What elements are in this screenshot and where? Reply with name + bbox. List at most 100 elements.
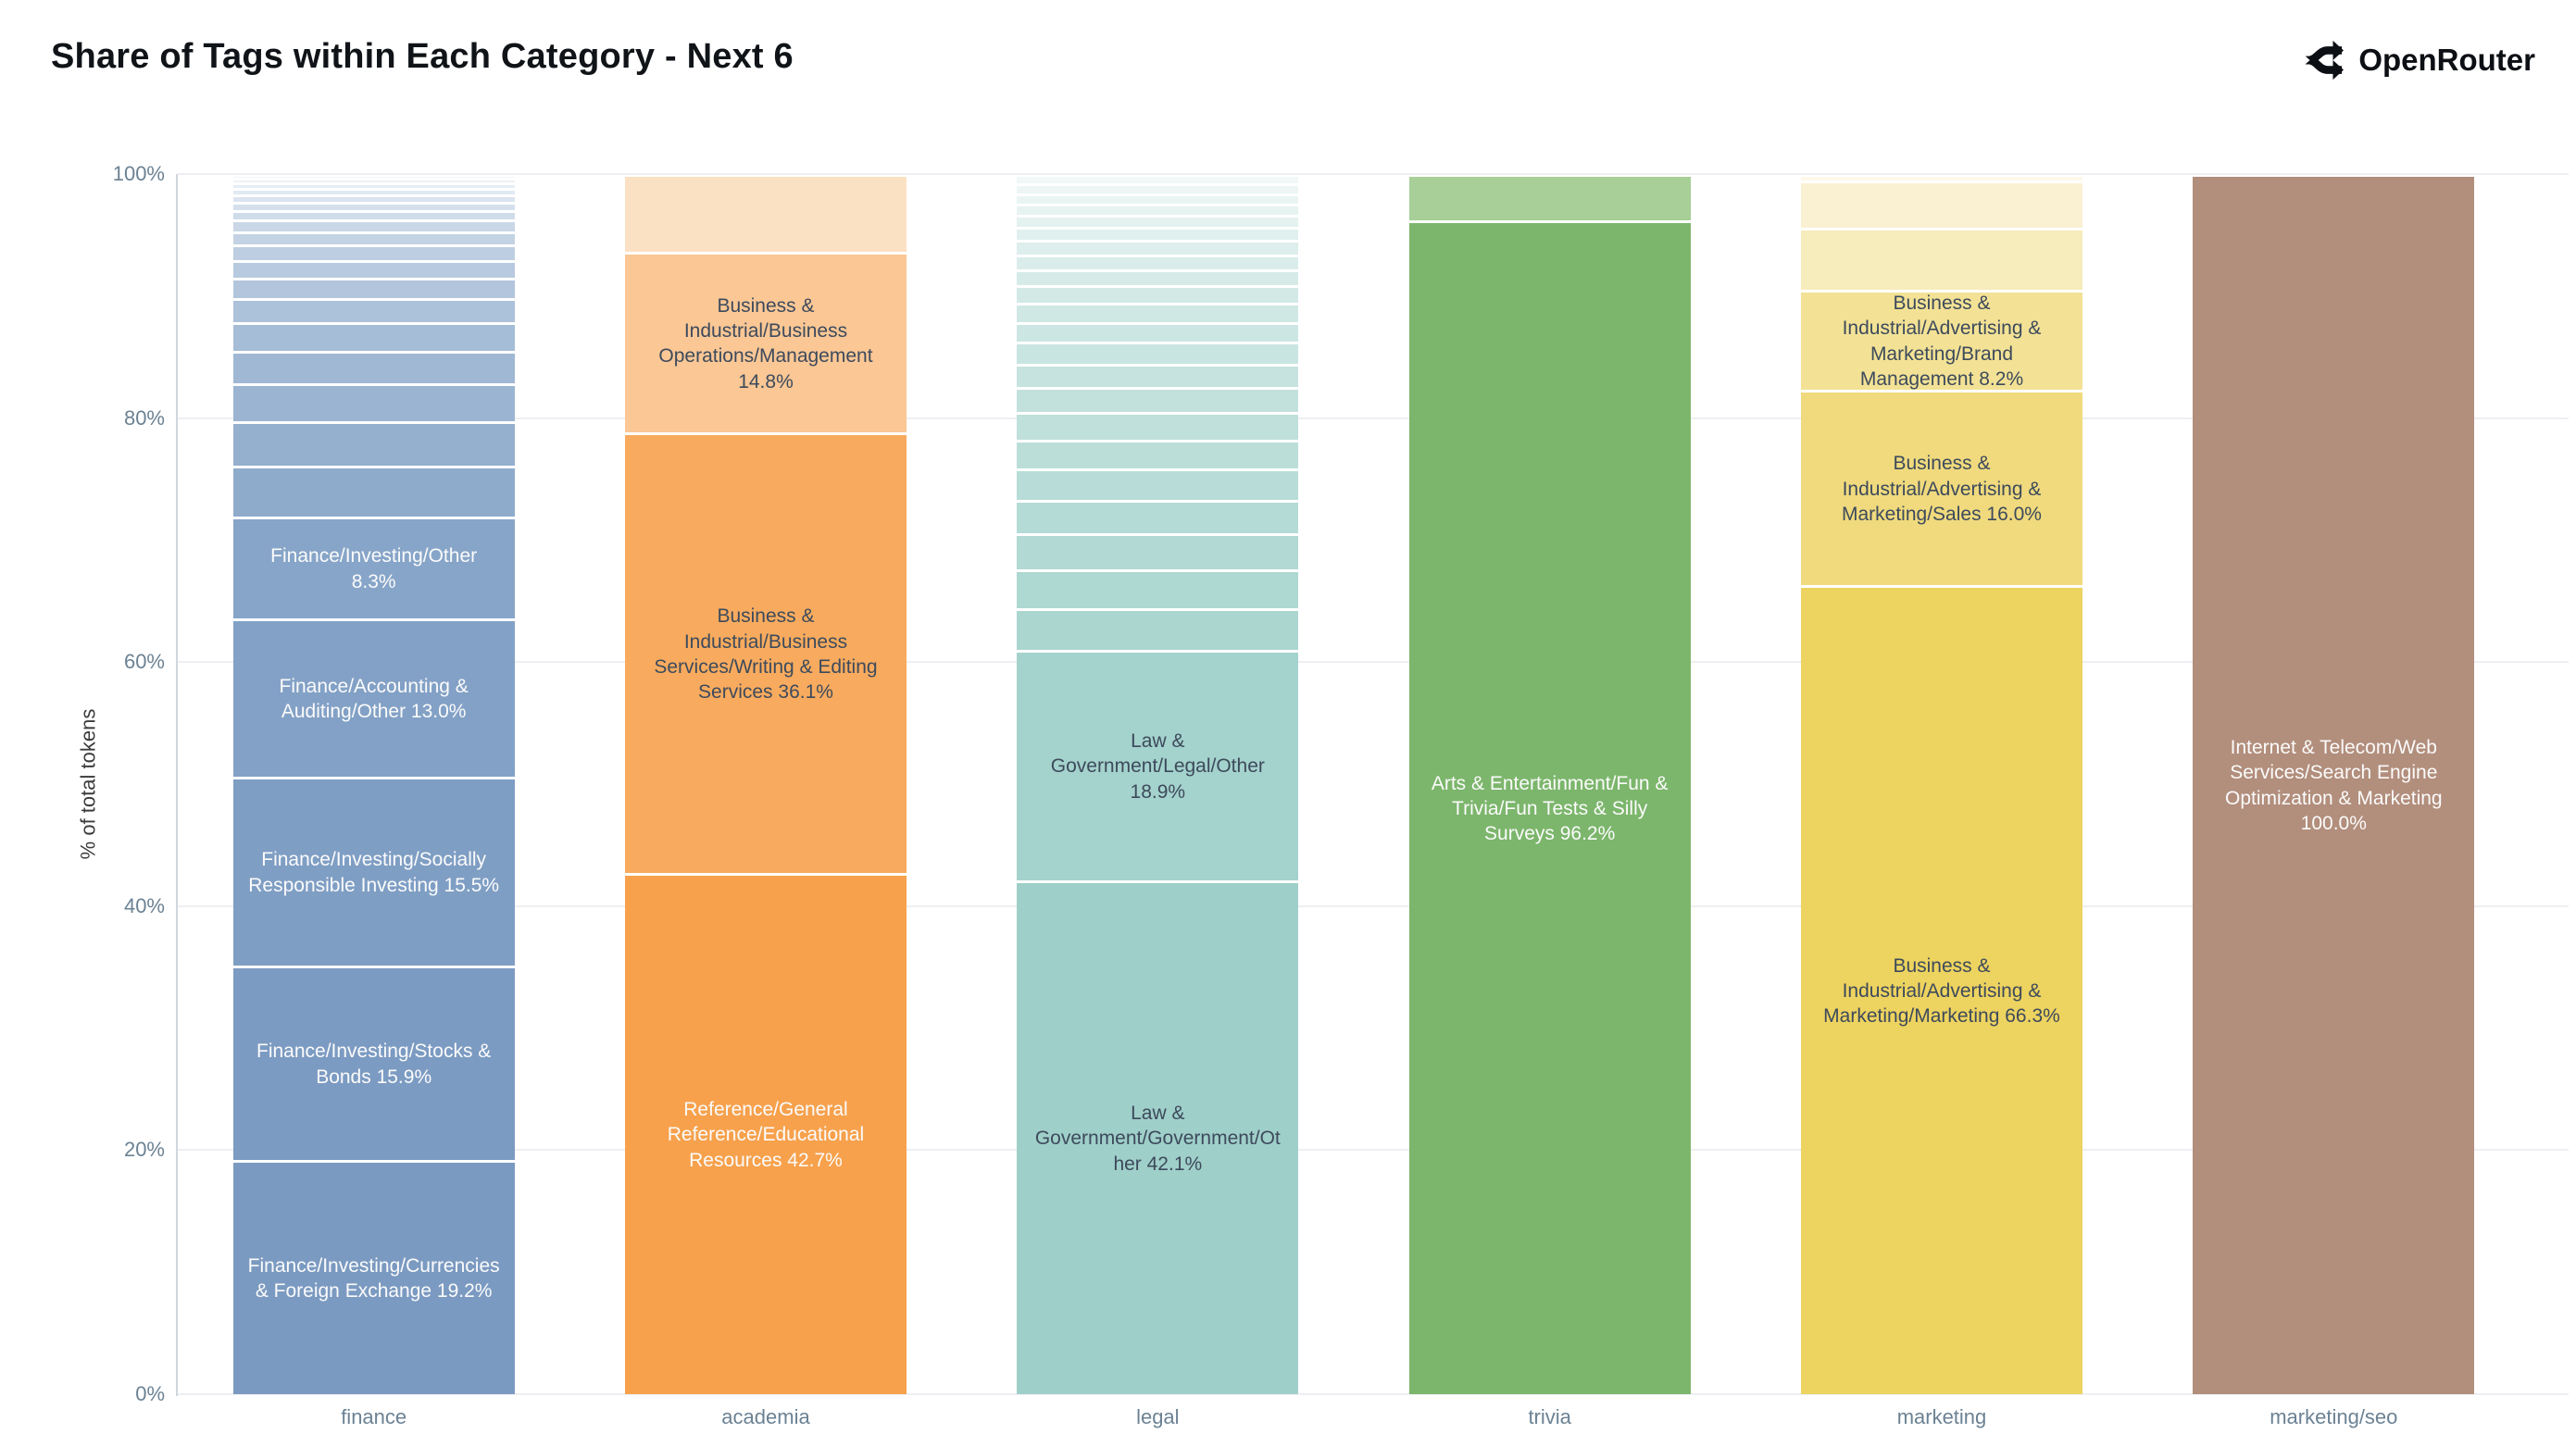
segment-label: Finance/Investing/Other 8.3% xyxy=(270,545,478,592)
bar-segment-finance-16 xyxy=(232,212,515,220)
segment-label: Business & Industrial/Business Operation… xyxy=(658,294,873,393)
bar-segment-legal-22 xyxy=(1017,186,1299,193)
bar-segment-legal-5 xyxy=(1017,502,1299,533)
segment-label: Finance/Investing/Currencies & Foreign E… xyxy=(247,1254,500,1302)
y-tick-label-100: 100% xyxy=(112,162,165,185)
bar-segment-legal-2 xyxy=(1017,610,1299,651)
bar-segment-legal-9 xyxy=(1017,390,1299,413)
bar-segment-finance-10 xyxy=(232,301,515,323)
segment-label: Arts & Entertainment/Fun & Trivia/Fun Te… xyxy=(1431,772,1669,845)
segment-label: Business & Industrial/Advertising & Mark… xyxy=(1823,954,2060,1028)
bar-slot-legal: Law & Government/Government/Other 42.1% L… xyxy=(962,174,1354,1394)
bar-segment-marketing-2: Business & Industrial/Advertising & Mark… xyxy=(1800,293,2082,391)
bar-segment-legal-20 xyxy=(1017,206,1299,216)
plot-area: Finance/Investing/Currencies & Foreign E… xyxy=(178,174,2530,1394)
x-axis-category-label-academia: academia xyxy=(721,1405,810,1428)
bar-segment-finance-4: Finance/Investing/Other 8.3% xyxy=(232,519,515,618)
bar-segment-legal-15 xyxy=(1017,271,1299,286)
x-axis-category-label-marketing: marketing xyxy=(1896,1405,1987,1428)
bar-segment-legal-13 xyxy=(1017,305,1299,322)
bar-segment-finance-6 xyxy=(232,424,515,466)
bar-segment-legal-11 xyxy=(1017,344,1299,364)
bar-segment-finance-21 xyxy=(232,181,515,183)
bar-slot-academia: Reference/General Reference/Educational … xyxy=(569,174,961,1394)
stacked-bar-academia: Reference/General Reference/Educational … xyxy=(624,174,907,1394)
x-axis-category-label-finance: finance xyxy=(341,1405,407,1428)
bar-segment-legal-18 xyxy=(1017,230,1299,241)
segment-label: Finance/Investing/Stocks & Bonds 15.9% xyxy=(256,1041,492,1088)
bar-segment-finance-9 xyxy=(232,325,515,351)
segment-label: Internet & Telecom/Web Services/Search E… xyxy=(2225,736,2443,834)
bar-segment-finance-14 xyxy=(232,233,515,244)
gridline-20 xyxy=(178,1149,2569,1152)
bar-segment-finance-15 xyxy=(232,222,515,231)
bar-slot-marketing: Business & Industrial/Advertising & Mark… xyxy=(1745,174,2137,1394)
stacked-bar-marketing: Business & Industrial/Advertising & Mark… xyxy=(1800,174,2082,1394)
x-axis-category-label-marketing/seo: marketing/seo xyxy=(2270,1405,2398,1428)
bar-segment-legal-7 xyxy=(1017,442,1299,468)
bar-segment-trivia-0: Arts & Entertainment/Fun & Trivia/Fun Te… xyxy=(1408,223,1691,1394)
x-axis-category-label-legal: legal xyxy=(1136,1405,1180,1428)
stacked-bar-trivia: Arts & Entertainment/Fun & Trivia/Fun Te… xyxy=(1408,174,1691,1394)
bar-segment-finance-8 xyxy=(232,353,515,384)
gridline-60 xyxy=(178,661,2569,664)
bar-segment-finance-3: Finance/Accounting & Auditing/Other 13.0… xyxy=(232,620,515,778)
bar-segment-marketing-0: Business & Industrial/Advertising & Mark… xyxy=(1800,588,2082,1394)
bar-segment-finance-7 xyxy=(232,386,515,422)
stacked-bar-marketing/seo: Internet & Telecom/Web Services/Search E… xyxy=(2193,174,2475,1394)
bar-segment-academia-2: Business & Industrial/Business Operation… xyxy=(624,255,907,433)
bar-segment-legal-10 xyxy=(1017,366,1299,388)
segment-label: Reference/General Reference/Educational … xyxy=(667,1099,865,1171)
segment-label: Business & Industrial/Advertising & Mark… xyxy=(1842,453,2042,525)
segment-label: Business & Industrial/Advertising & Mark… xyxy=(1842,293,2042,391)
grid-layer xyxy=(0,173,2569,1395)
route-split-icon xyxy=(2301,39,2345,81)
y-tick-label-20: 20% xyxy=(123,1138,165,1162)
bar-segment-finance-11 xyxy=(232,280,515,299)
y-tick-label-40: 40% xyxy=(123,893,165,917)
bar-segment-marketing-3 xyxy=(1800,231,2082,291)
openrouter-logo: OpenRouter xyxy=(2301,39,2535,81)
bar-segment-marketing-1: Business & Industrial/Advertising & Mark… xyxy=(1800,393,2082,586)
segment-label: Finance/Investing/Socially Responsible I… xyxy=(248,849,500,896)
bar-segment-legal-3 xyxy=(1017,571,1299,608)
stacked-bar-legal: Law & Government/Government/Other 42.1% L… xyxy=(1017,174,1299,1394)
bar-segment-legal-12 xyxy=(1017,324,1299,343)
bar-segment-finance-1: Finance/Investing/Stocks & Bonds 15.9% xyxy=(232,968,515,1160)
bar-segment-legal-6 xyxy=(1017,470,1299,500)
bar-segment-finance-12 xyxy=(232,262,515,278)
bar-segment-academia-0: Reference/General Reference/Educational … xyxy=(624,876,907,1394)
stacked-bar-finance: Finance/Investing/Currencies & Foreign E… xyxy=(232,174,515,1394)
bar-segment-legal-17 xyxy=(1017,243,1299,255)
bar-segment-legal-1: Law & Government/Legal/Other 18.9% xyxy=(1017,653,1299,881)
bar-segment-legal-21 xyxy=(1017,195,1299,204)
bar-segment-academia-1: Business & Industrial/Business Services/… xyxy=(624,435,907,874)
bar-segment-legal-4 xyxy=(1017,535,1299,569)
bar-slot-finance: Finance/Investing/Currencies & Foreign E… xyxy=(178,174,569,1394)
bar-segment-finance-2: Finance/Investing/Socially Responsible I… xyxy=(232,779,515,966)
gridline-80 xyxy=(178,417,2569,419)
brand-name: OpenRouter xyxy=(2358,43,2535,77)
bar-segment-legal-8 xyxy=(1017,415,1299,440)
bar-segment-finance-17 xyxy=(232,204,515,210)
segment-label: Law & Government/Government/Other 42.1% xyxy=(1034,1103,1281,1175)
gridline-0 xyxy=(178,1393,2569,1395)
segment-label: Law & Government/Legal/Other 18.9% xyxy=(1050,730,1265,803)
bar-segment-finance-18 xyxy=(232,196,515,202)
y-tick-label-80: 80% xyxy=(123,405,165,430)
bar-segment-finance-13 xyxy=(232,246,515,260)
bar-segment-finance-5 xyxy=(232,467,515,517)
bar-slot-marketing/seo: Internet & Telecom/Web Services/Search E… xyxy=(2138,174,2530,1394)
bar-segment-legal-19 xyxy=(1017,218,1299,228)
gridline-100 xyxy=(178,173,2569,175)
bar-segment-legal-14 xyxy=(1017,288,1299,304)
bar-segment-academia-3 xyxy=(624,177,907,253)
bar-segment-marketing/seo-0: Internet & Telecom/Web Services/Search E… xyxy=(2193,177,2475,1394)
gridline-40 xyxy=(178,904,2569,907)
y-tick-label-0: 0% xyxy=(135,1382,165,1405)
bar-segment-finance-19 xyxy=(232,191,515,194)
bar-segment-marketing-4 xyxy=(1800,182,2082,229)
bar-segment-trivia-1 xyxy=(1408,177,1691,221)
y-tick-label-60: 60% xyxy=(123,650,165,674)
bar-segment-legal-23 xyxy=(1017,177,1299,184)
